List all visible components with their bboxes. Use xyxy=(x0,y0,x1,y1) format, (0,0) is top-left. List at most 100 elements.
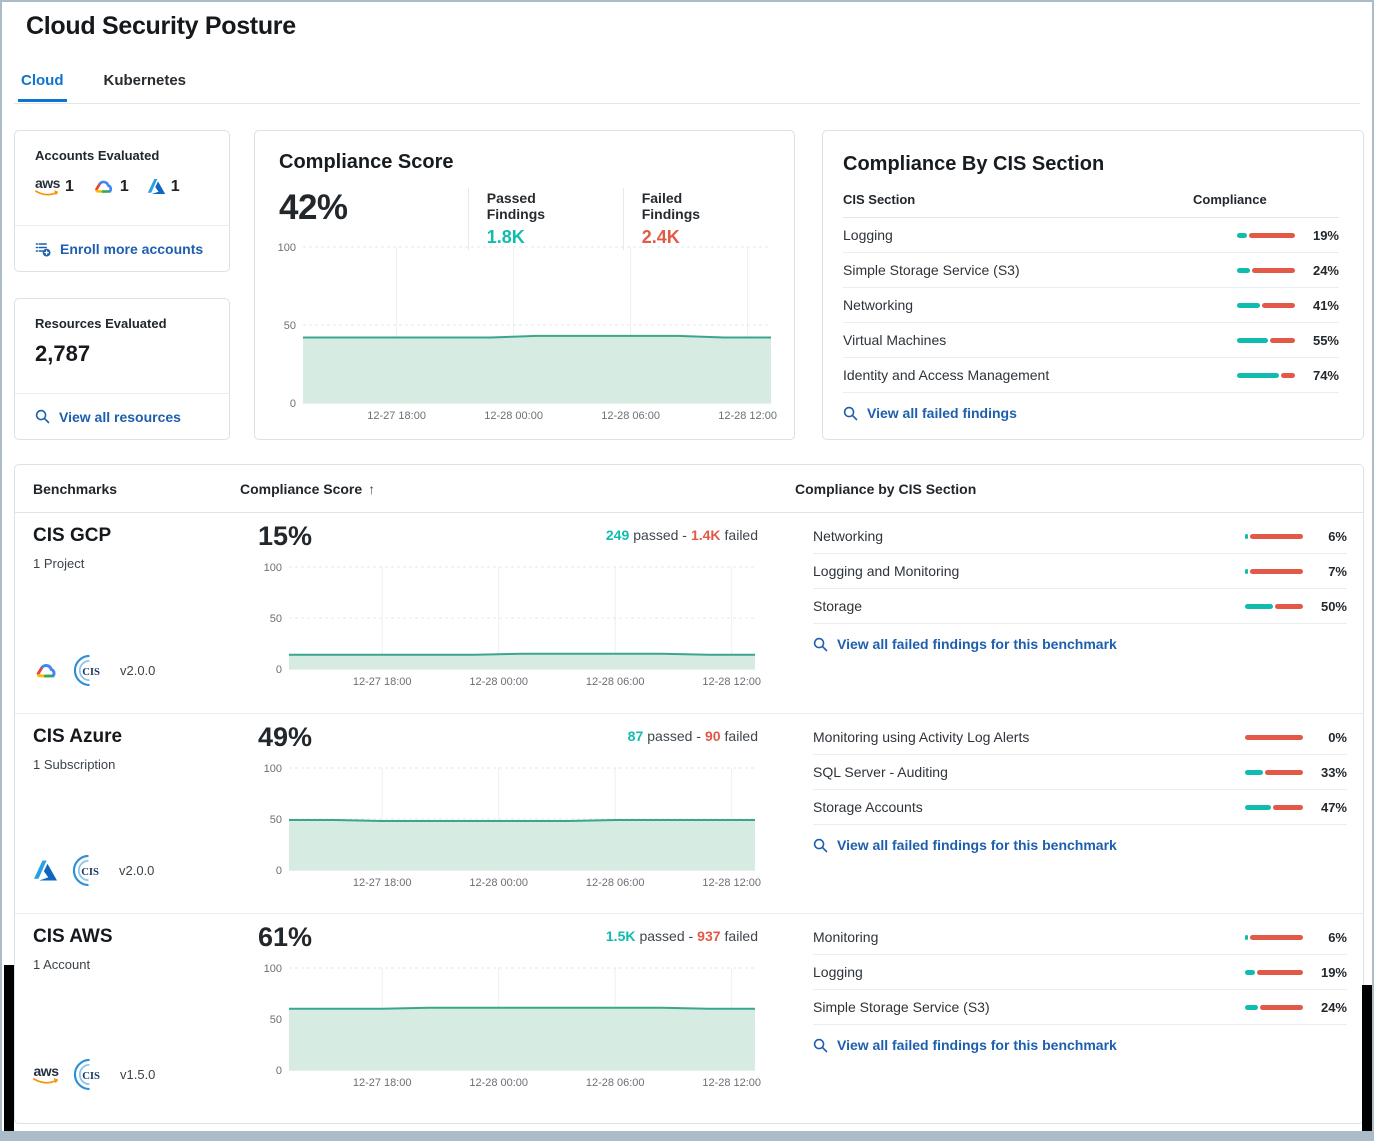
cis-section-pct: 6% xyxy=(1328,929,1347,945)
compliance-minibar xyxy=(1245,568,1303,574)
compliance-minibar xyxy=(1245,603,1303,609)
resources-evaluated-count: 2,787 xyxy=(35,341,91,366)
accounts-evaluated-card: Accounts Evaluated aws 1 1 xyxy=(14,130,230,272)
view-failed-findings-benchmark-link[interactable]: View all failed findings for this benchm… xyxy=(813,1037,1347,1053)
svg-text:100: 100 xyxy=(264,963,282,975)
passed-findings-block: Passed Findings 1.8K xyxy=(467,188,587,250)
benchmarks-table-card: Benchmarks Compliance Score ↑ Compliance … xyxy=(14,464,1364,1124)
cis-section-row: Storage 50% xyxy=(813,589,1347,624)
svg-text:12-28 12:00: 12-28 12:00 xyxy=(702,877,761,889)
cis-section-pct: 41% xyxy=(1312,297,1339,313)
cis-section-label: Networking xyxy=(813,528,884,544)
benchmark-identity: CIS v2.0.0 xyxy=(33,854,154,887)
azure-icon xyxy=(33,859,58,882)
svg-text:50: 50 xyxy=(270,1014,282,1026)
cis-section-label: Logging xyxy=(843,227,893,243)
benchmark-name: CIS AWS xyxy=(33,926,113,947)
search-icon xyxy=(813,838,828,853)
cis-section-pct: 47% xyxy=(1320,799,1347,815)
cis-section-label: Logging and Monitoring xyxy=(813,563,960,579)
svg-text:0: 0 xyxy=(290,398,296,410)
benchmark-row-cis-gcp[interactable]: CIS GCP 1 Project CIS v2.0.0 15% 249 pass… xyxy=(15,513,1363,713)
cis-section-row: Monitoring using Activity Log Alerts 0% xyxy=(813,720,1347,755)
search-icon xyxy=(813,637,828,652)
compliance-minibar xyxy=(1237,372,1295,378)
benchmark-cis-sections: Networking 6% Logging and Monitoring 7% … xyxy=(813,519,1347,652)
tab-cloud[interactable]: Cloud xyxy=(18,72,67,102)
cis-section-row: Simple Storage Service (S3) 24% xyxy=(813,990,1347,1025)
benchmark-row-cis-azure[interactable]: CIS Azure 1 Subscription CIS v2.0.0 49% … xyxy=(15,713,1363,913)
cis-section-row: Identity and Access Management 74% xyxy=(843,358,1339,393)
benchmark-cis-sections: Monitoring 6% Logging 19% Simple Storage… xyxy=(813,920,1347,1053)
svg-text:50: 50 xyxy=(270,814,282,826)
cis-section-label: Simple Storage Service (S3) xyxy=(843,262,1020,278)
benchmark-identity: aws CIS v1.5.0 xyxy=(33,1058,155,1091)
cis-section-card-title: Compliance By CIS Section xyxy=(843,153,1105,175)
svg-text:12-28 06:00: 12-28 06:00 xyxy=(586,877,645,889)
cis-section-label: Logging xyxy=(813,964,863,980)
compliance-minibar xyxy=(1237,337,1295,343)
svg-text:100: 100 xyxy=(264,562,282,574)
compliance-minibar xyxy=(1237,232,1295,238)
search-icon xyxy=(843,406,858,421)
search-icon xyxy=(35,409,50,424)
col-cis-section: CIS Section xyxy=(843,192,916,207)
svg-text:50: 50 xyxy=(270,613,282,625)
svg-text:12-27 18:00: 12-27 18:00 xyxy=(353,1077,412,1089)
benchmark-score: 61% xyxy=(258,922,313,952)
benchmark-identity: CIS v2.0.0 xyxy=(33,654,155,687)
cis-section-row: Networking 41% xyxy=(843,288,1339,323)
benchmark-row-cis-aws[interactable]: CIS AWS 1 Account aws CIS v1.5.0 61% 1.5… xyxy=(15,913,1363,1117)
col-compliance-score-sort[interactable]: Compliance Score ↑ xyxy=(240,480,376,497)
enroll-more-accounts-link[interactable]: Enroll more accounts xyxy=(15,225,229,271)
benchmark-score-chart: 12-27 18:00 12-28 00:00 12-28 06:00 12-28 1… xyxy=(253,561,763,689)
compliance-score-value: 42% xyxy=(279,188,348,227)
view-all-resources-link[interactable]: View all resources xyxy=(15,393,229,439)
resources-evaluated-card: Resources Evaluated 2,787 View all resou… xyxy=(14,298,230,440)
view-all-failed-findings-link[interactable]: View all failed findings xyxy=(843,405,1339,421)
svg-text:12-28 12:00: 12-28 12:00 xyxy=(718,410,777,422)
tab-kubernetes[interactable]: Kubernetes xyxy=(103,72,187,89)
cis-logo-icon: CIS xyxy=(73,1058,106,1091)
view-failed-findings-benchmark-link[interactable]: View all failed findings for this benchm… xyxy=(813,636,1347,652)
svg-text:12-28 12:00: 12-28 12:00 xyxy=(702,676,761,688)
benchmark-score-chart: 12-27 18:00 12-28 00:00 12-28 06:00 12-28 1… xyxy=(253,962,763,1090)
cis-section-row: Storage Accounts 47% xyxy=(813,790,1347,825)
page-title: Cloud Security Posture xyxy=(26,12,296,40)
cis-section-table-header: CIS Section Compliance xyxy=(843,192,1339,218)
svg-text:CIS: CIS xyxy=(82,1070,100,1082)
tabs-divider xyxy=(14,103,1360,104)
cis-section-label: Virtual Machines xyxy=(843,332,947,348)
passed-failed-summary: 249 passed -1.4K failed xyxy=(605,527,758,543)
azure-icon xyxy=(147,178,166,195)
accounts-evaluated-title: Accounts Evaluated xyxy=(35,148,160,163)
svg-text:12-27 18:00: 12-27 18:00 xyxy=(353,877,412,889)
cis-section-label: Networking xyxy=(843,297,914,313)
passed-failed-summary: 1.5K passed -937 failed xyxy=(605,928,758,944)
view-failed-findings-benchmark-link[interactable]: View all failed findings for this benchm… xyxy=(813,837,1347,853)
cis-section-pct: 7% xyxy=(1328,563,1347,579)
cis-section-label: Identity and Access Management xyxy=(843,367,1050,383)
cis-section-pct: 19% xyxy=(1312,227,1339,243)
compliance-minibar xyxy=(1245,804,1303,810)
svg-text:12-28 06:00: 12-28 06:00 xyxy=(586,676,645,688)
svg-text:12-28 00:00: 12-28 00:00 xyxy=(469,676,528,688)
benchmark-scope: 1 Account xyxy=(33,957,91,972)
svg-text:12-28 12:00: 12-28 12:00 xyxy=(702,1077,761,1089)
col-benchmarks: Benchmarks xyxy=(33,480,118,497)
aws-icon: aws xyxy=(35,176,60,197)
cis-section-label: Storage Accounts xyxy=(813,799,923,815)
benchmark-version: v1.5.0 xyxy=(120,1067,156,1082)
compliance-score-title: Compliance Score xyxy=(279,151,454,173)
compliance-score-chart: 12-27 18:00 12-28 00:00 12-28 06:00 12-28 1… xyxy=(267,241,779,423)
viewport-black-edge-right xyxy=(1362,985,1372,1135)
svg-text:12-28 00:00: 12-28 00:00 xyxy=(469,877,528,889)
compliance-minibar xyxy=(1245,533,1303,539)
svg-text:12-27 18:00: 12-27 18:00 xyxy=(353,676,412,688)
svg-text:12-28 00:00: 12-28 00:00 xyxy=(469,1077,528,1089)
cis-section-label: Simple Storage Service (S3) xyxy=(813,999,990,1015)
failed-findings-label: Failed Findings xyxy=(641,190,701,222)
cis-section-pct: 19% xyxy=(1320,964,1347,980)
cis-logo-icon: CIS xyxy=(73,654,106,687)
